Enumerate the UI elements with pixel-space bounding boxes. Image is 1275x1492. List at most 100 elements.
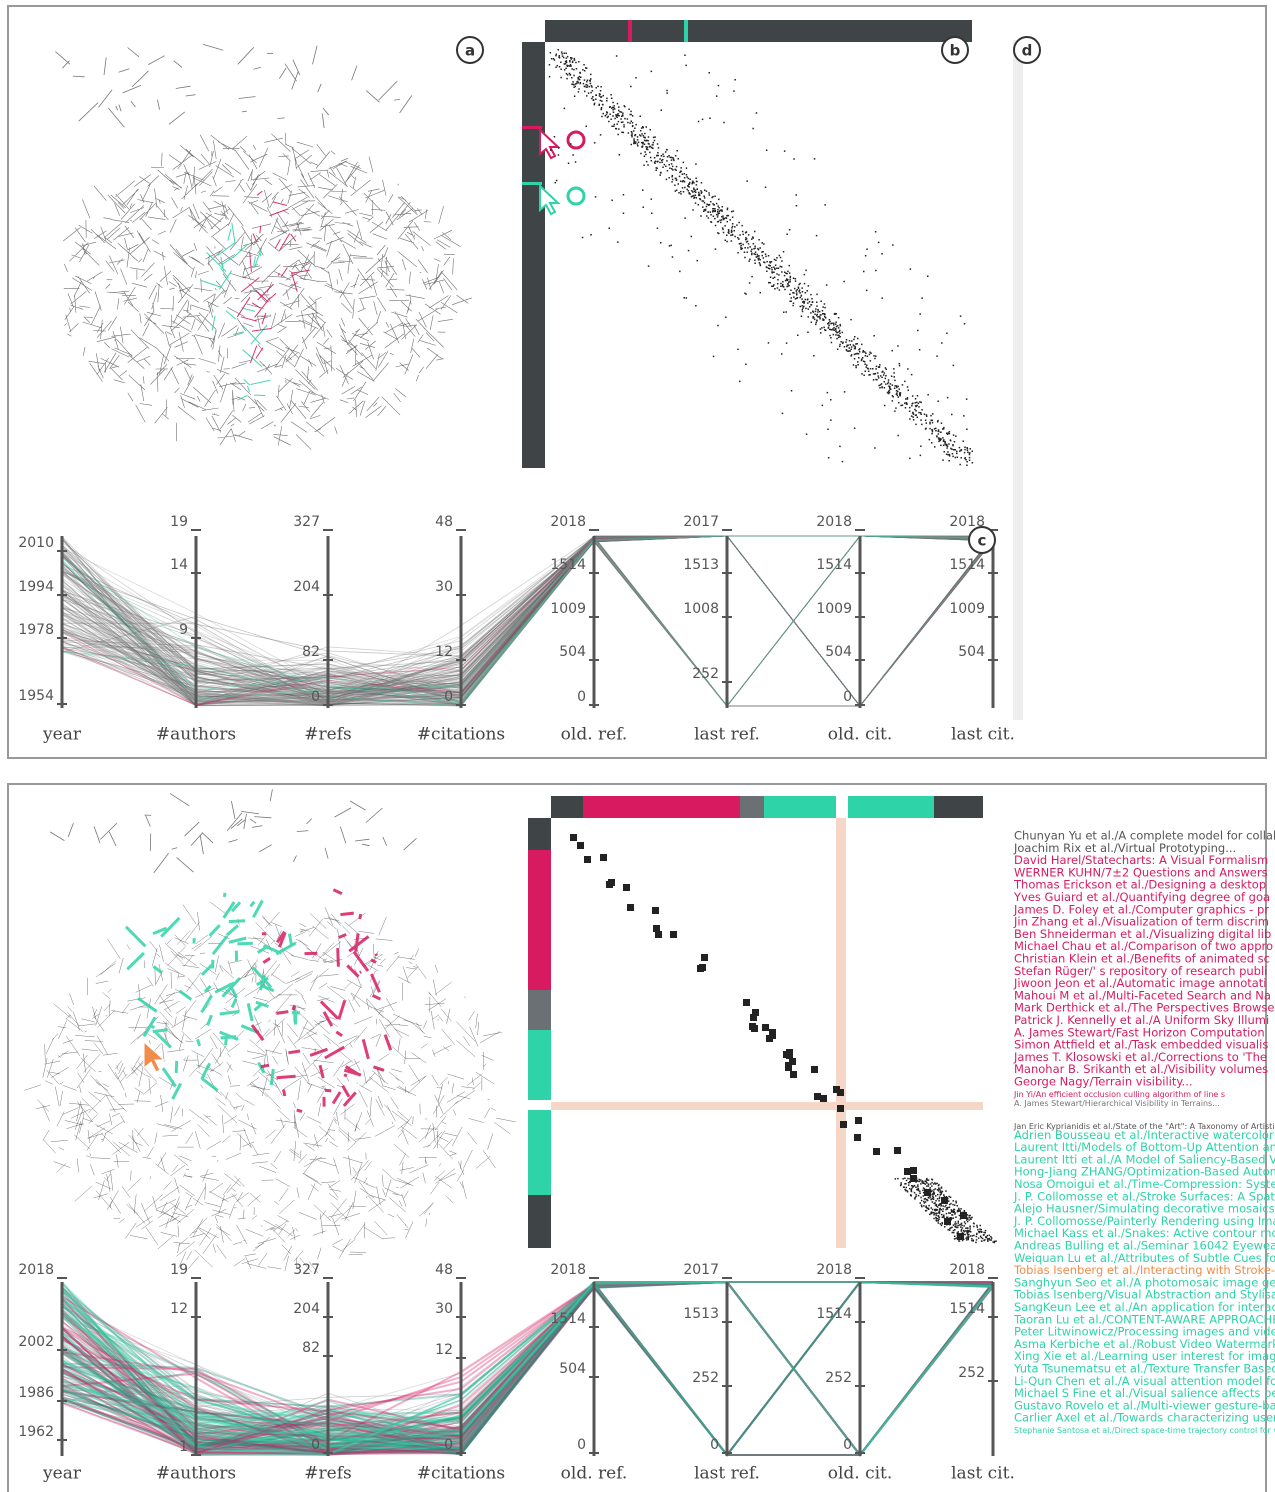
pc-line [61,1280,994,1457]
pc-line [61,1281,994,1456]
pc-line [61,1281,994,1447]
pc-line [61,1281,994,1451]
pc-line [61,1281,994,1456]
paper-title: George Nagy/Terrain visibility... [1014,1075,1193,1089]
paper-title: WERNER KUHN/7±2 Questions and Answers [1014,865,1268,879]
axis-name: #refs [304,725,351,745]
pc-line [61,535,994,707]
tick-label: 1954 [18,688,54,704]
tick-label: 30 [435,1301,453,1317]
badge-label: d [1022,42,1033,60]
axis-name: #refs [304,1464,351,1484]
pc-line [61,535,994,707]
pc-line [61,1281,994,1447]
matrix-bar [522,126,542,129]
pc-line [62,535,994,707]
pc-line [61,1281,994,1408]
pc-line [61,1281,994,1456]
pc-line [61,535,994,707]
pc-line [61,535,994,706]
pc-line [61,1281,994,1447]
tick-label: 0 [444,689,453,705]
pc-line [61,535,994,707]
matrix-bar [583,796,740,818]
pc-line [61,536,994,707]
pc-line [61,1281,994,1418]
matrix-cells [570,834,997,1244]
pc-line [61,1280,994,1457]
pc-line [61,535,994,670]
pc-line [61,535,994,707]
axis-name: last ref. [694,725,760,745]
paper-title: Thomas Erickson et al./Designing a deskt… [1013,878,1266,892]
pc-line [61,535,994,706]
pc-line [61,1283,994,1456]
pc-line [61,1281,994,1456]
pc-line [61,1281,994,1456]
pc-line [61,535,994,707]
axis-name: year [42,1464,82,1484]
pc-line [61,535,994,679]
pc-line [61,535,994,705]
tick-label: 12 [435,1342,453,1358]
pc-line [61,535,994,707]
pc-line [61,1281,994,1451]
pc-line [61,1281,994,1456]
pc-line [61,1280,994,1457]
pc-line [61,537,994,707]
tick-label: 252 [825,1370,852,1386]
pc-line [61,1281,994,1456]
pc-line [61,1281,994,1456]
pc-line [61,1281,994,1456]
pc-line [61,1283,994,1456]
paper-title: Adrien Bousseau et al./Interactive water… [1014,1128,1275,1142]
pc-line [61,1281,994,1454]
matrix-bar [522,182,542,185]
pc-line [61,1281,994,1445]
pc-line [61,538,994,707]
paper-title: SangKeun Lee et al./An application for i… [1014,1300,1275,1314]
pc-line [61,1281,994,1434]
pc-line [61,1281,994,1408]
badge [456,36,484,64]
pc-line [61,535,994,707]
pc-line [61,1281,994,1452]
tick-label: 2018 [816,514,852,530]
pc-line [61,535,994,700]
pc-line [61,1281,994,1456]
pc-line [61,1281,994,1455]
pc-line [61,535,994,707]
pc-line [61,1281,994,1456]
pc-line [61,1281,994,1451]
pc-line [61,1281,994,1448]
pc-line [61,1281,994,1454]
pc-line [61,1284,994,1456]
tick-label: 0 [577,689,586,705]
pc-line [61,1282,994,1456]
pc-line [61,1281,994,1456]
pc-line [61,535,994,692]
pc-line [61,535,994,694]
tick-label: 0 [843,689,852,705]
pc-line [61,537,994,707]
pc-line [61,535,994,707]
pc-line [61,1281,994,1457]
tick-label: 1009 [816,601,852,617]
matrix-bar [848,796,934,818]
pc-line [61,535,994,703]
highlight [836,818,846,1248]
pc-line [61,1281,994,1456]
pc-line [61,1281,994,1445]
pc-line [61,535,994,707]
pc-line [61,535,994,707]
pc-line [61,1281,994,1456]
pc-line [61,1281,994,1455]
pc-line [61,1282,994,1456]
pc-line [61,535,994,702]
pc-line [61,1281,994,1456]
pc-line [61,535,994,700]
pc-line [61,1282,994,1456]
paper-title: James T. Klosowski et al./Corrections to… [1013,1050,1267,1064]
paper-title: Jin Zhang et al./Visualization of term d… [1013,915,1269,929]
pc-line [61,1280,994,1457]
